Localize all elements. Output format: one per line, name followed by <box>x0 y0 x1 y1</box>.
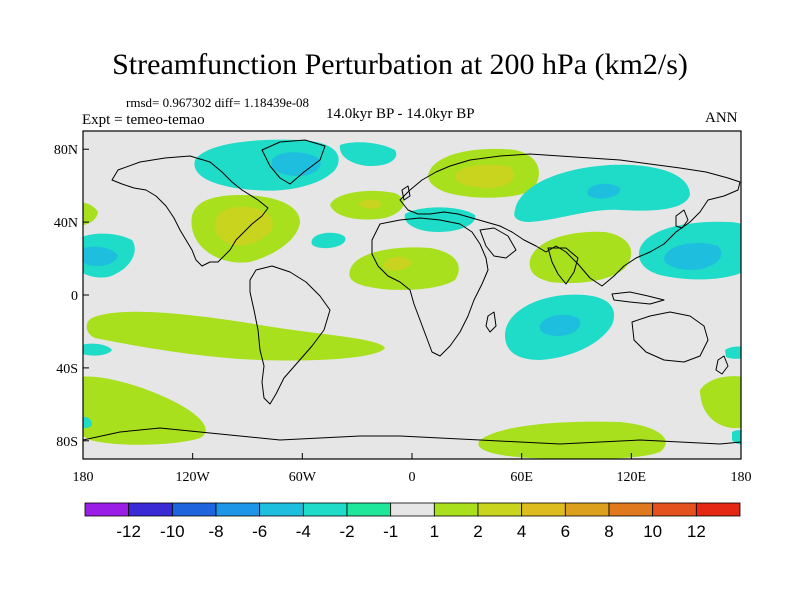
colorbar-label: -2 <box>339 522 354 541</box>
colorbar: -12 -10 -8 -6 -4 -2 -1 1 2 4 6 8 10 12 <box>84 502 741 541</box>
coast-north-america <box>111 155 269 267</box>
anomaly-southern-edge-low <box>83 343 112 356</box>
x-tick-label: 180 <box>731 470 752 485</box>
plot-title: Streamfunction Perturbation at 200 hPa (… <box>112 48 688 81</box>
experiment-label: Expt = temeo-temao <box>82 112 205 128</box>
anomaly-npacific-west-core <box>83 246 118 267</box>
colorbar-swatch <box>608 502 654 517</box>
x-tick-label: 0 <box>409 470 416 485</box>
anomaly-russia-core <box>454 164 515 188</box>
colorbar-label: -4 <box>296 522 311 541</box>
anomaly-southeast-edge-low <box>725 346 741 359</box>
colorbar-swatch <box>171 502 217 517</box>
x-tick-label: 60E <box>510 470 533 485</box>
y-tick-label: 0 <box>71 289 78 304</box>
colorbar-swatch <box>390 502 435 517</box>
colorbar-swatch <box>564 502 610 517</box>
anomaly-europe-low <box>339 142 397 166</box>
y-tick-label: 80N <box>54 143 78 158</box>
coast-uk <box>401 185 411 201</box>
anomaly-spacific-east-high <box>700 376 741 429</box>
y-tick-label: 80S <box>56 435 78 450</box>
anomaly-npacific-east-core <box>664 243 722 270</box>
anomaly-natlantic-core <box>214 206 273 246</box>
colorbar-label: -12 <box>116 522 141 541</box>
period-label: 14.0kyr BP - 14.0kyr BP <box>326 106 475 122</box>
axis-ticks: 180 120W 60W 0 60E 120E 180 80N 40N 0 40S 80S <box>54 143 752 485</box>
colorbar-label: 12 <box>687 522 706 541</box>
x-tick-label: 120E <box>617 470 647 485</box>
anomaly-pacific-edge-high <box>83 202 98 226</box>
colorbar-swatch <box>128 502 173 517</box>
anomaly-southeast-corner-low <box>732 430 741 445</box>
coast-antarctica <box>83 427 741 445</box>
colorbar-label: 8 <box>604 522 613 541</box>
anomaly-south-asia-high <box>529 231 632 284</box>
colorbar-swatch <box>302 502 348 517</box>
colorbar-label: -6 <box>252 522 267 541</box>
contour-fields <box>83 139 741 459</box>
colorbar-label: -1 <box>383 522 398 541</box>
anomaly-spacific-high <box>83 376 206 445</box>
coast-india <box>547 247 579 285</box>
coast-africa <box>371 217 489 357</box>
coastlines <box>83 139 741 445</box>
coast-madagascar <box>485 311 497 333</box>
colorbar-swatch <box>433 502 479 517</box>
coast-eurasia <box>399 153 741 287</box>
coast-new-zealand <box>715 355 729 375</box>
coast-indonesia <box>611 291 665 305</box>
x-tick-label: 180 <box>73 470 94 485</box>
anomaly-southern-ocean-high <box>478 421 666 459</box>
colorbar-swatch <box>521 502 566 517</box>
anomaly-greenland-low <box>194 139 339 191</box>
anomaly-nafrica-core <box>384 256 412 271</box>
colorbar-swatch <box>695 502 741 517</box>
x-tick-label: 120W <box>176 470 211 485</box>
season-label: ANN <box>705 110 738 126</box>
colorbar-swatch <box>259 502 304 517</box>
coast-south-america <box>249 265 331 405</box>
colorbar-swatch <box>215 502 261 517</box>
anomaly-east-asia-core <box>587 183 621 199</box>
coast-arabia <box>479 227 517 259</box>
colorbar-label: 1 <box>430 522 439 541</box>
y-tick-label: 40S <box>56 362 78 377</box>
stats-text: rmsd= 0.967302 diff= 1.18439e-08 <box>126 95 310 110</box>
colorbar-swatch <box>477 502 523 517</box>
anomaly-greenland-core <box>271 152 321 176</box>
map-panel: 180 120W 60W 0 60E 120E 180 80N 40N 0 40S 80S <box>54 130 752 485</box>
y-tick-label: 40N <box>54 216 78 231</box>
colorbar-swatch <box>84 502 130 517</box>
colorbar-swatch <box>346 502 392 517</box>
colorbar-label: 10 <box>643 522 662 541</box>
coast-japan <box>675 209 689 229</box>
colorbar-label: -8 <box>208 522 223 541</box>
x-tick-label: 60W <box>289 470 317 485</box>
anomaly-southwest-corner-low <box>83 416 92 428</box>
colorbar-label: 6 <box>561 522 570 541</box>
coast-australia <box>631 311 709 363</box>
coast-greenland <box>261 139 326 185</box>
anomaly-midatlantic-core <box>358 199 382 209</box>
colorbar-label: 2 <box>473 522 482 541</box>
anomaly-indian-core <box>539 314 581 336</box>
colorbar-label: -10 <box>160 522 185 541</box>
anomaly-central-atlantic-low <box>311 232 346 249</box>
colorbar-swatch <box>652 502 697 517</box>
colorbar-label: 4 <box>517 522 526 541</box>
